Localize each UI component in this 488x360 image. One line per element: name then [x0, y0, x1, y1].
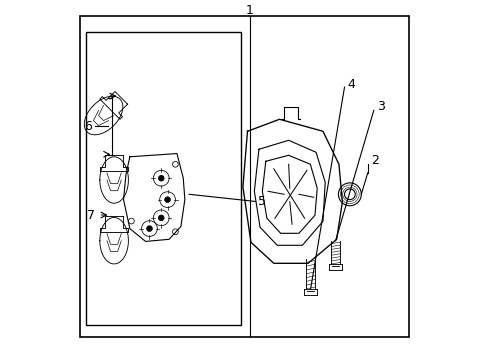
Circle shape: [158, 215, 164, 221]
Text: 2: 2: [370, 154, 378, 167]
Text: 4: 4: [346, 78, 354, 91]
Text: 7: 7: [87, 208, 95, 221]
Circle shape: [164, 197, 170, 203]
Text: 3: 3: [376, 100, 384, 113]
Text: 1: 1: [245, 4, 253, 17]
Circle shape: [146, 226, 152, 231]
Circle shape: [158, 175, 164, 181]
Text: 6: 6: [83, 120, 91, 133]
Bar: [85, 32, 241, 325]
Text: 5: 5: [258, 195, 265, 208]
